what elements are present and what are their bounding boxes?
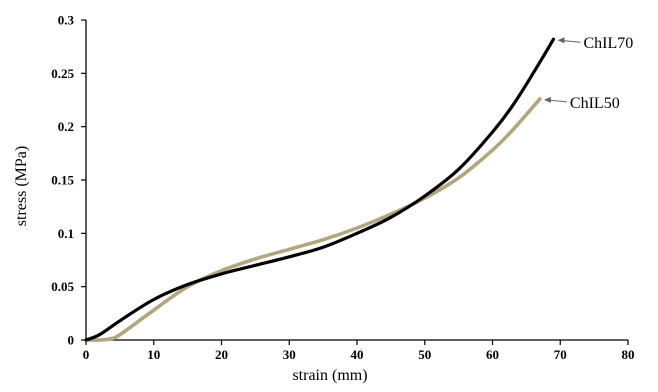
series-line-chil50 bbox=[84, 97, 542, 342]
y-tick-label: 0.15 bbox=[51, 173, 74, 188]
y-tick-label: 0.3 bbox=[58, 13, 75, 28]
annotation-arrow-head bbox=[557, 37, 565, 44]
series-line-chil70 bbox=[84, 37, 556, 342]
y-tick-label: 0.25 bbox=[51, 66, 74, 81]
annotation-label-chil70: ChIL70 bbox=[583, 35, 633, 52]
x-tick-label: 10 bbox=[147, 347, 160, 362]
x-tick-label: 30 bbox=[283, 347, 296, 362]
y-tick-label: 0.1 bbox=[58, 226, 74, 241]
y-tick-label: 0.2 bbox=[58, 119, 74, 134]
y-tick-label: 0.05 bbox=[51, 279, 74, 294]
x-tick-label: 20 bbox=[215, 347, 228, 362]
x-tick-label: 0 bbox=[83, 347, 90, 362]
x-tick-label: 50 bbox=[418, 347, 431, 362]
x-tick-label: 80 bbox=[622, 347, 635, 362]
x-tick-label: 40 bbox=[351, 347, 364, 362]
x-tick-label: 60 bbox=[486, 347, 499, 362]
x-tick-label: 70 bbox=[554, 347, 567, 362]
x-axis-title: strain (mm) bbox=[292, 367, 367, 384]
y-axis-title: stress (MPa) bbox=[13, 146, 30, 226]
annotation-arrow-head bbox=[543, 96, 551, 103]
y-tick-label: 0 bbox=[68, 333, 75, 348]
annotation-label-chil50: ChIL50 bbox=[570, 95, 620, 112]
